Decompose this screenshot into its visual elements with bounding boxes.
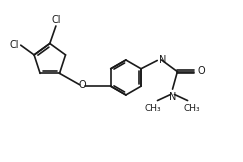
Text: Cl: Cl [9,40,19,50]
Text: Cl: Cl [52,15,61,25]
Text: N: N [169,92,176,102]
Text: O: O [78,81,86,91]
Text: CH₃: CH₃ [184,104,200,113]
Text: N: N [159,54,166,64]
Text: CH₃: CH₃ [145,104,161,113]
Text: O: O [197,66,205,76]
